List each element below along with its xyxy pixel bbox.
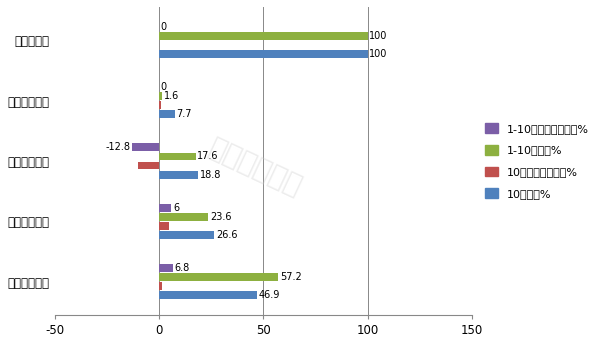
Text: 100: 100 [369, 31, 388, 41]
Bar [132, 143, 159, 151]
Text: 46.9: 46.9 [259, 290, 280, 300]
Text: 6.8: 6.8 [175, 263, 190, 273]
Bar [159, 204, 172, 212]
Bar [159, 213, 208, 221]
Bar [159, 32, 368, 40]
Bar [159, 273, 278, 281]
Text: 18.8: 18.8 [200, 170, 221, 180]
Bar [159, 152, 196, 160]
Legend: 1-10月占比同比增减%, 1-10月占比%, 10月占比同比增减%, 10月占比%: 1-10月占比同比增减%, 1-10月占比%, 10月占比同比增减%, 10月占… [482, 119, 593, 203]
Text: 电动卡车观察: 电动卡车观察 [204, 133, 306, 201]
Text: 6: 6 [173, 203, 179, 213]
Bar [159, 264, 173, 272]
Text: 0: 0 [161, 22, 167, 32]
Text: 100: 100 [369, 49, 388, 59]
Bar [138, 162, 159, 170]
Bar [159, 291, 257, 299]
Bar [159, 231, 214, 239]
Bar [159, 92, 162, 100]
Text: 57.2: 57.2 [280, 272, 302, 282]
Bar [159, 222, 169, 230]
Text: 17.6: 17.6 [197, 151, 219, 161]
Bar [159, 171, 198, 179]
Bar [159, 101, 161, 109]
Text: 26.6: 26.6 [216, 230, 238, 240]
Bar [159, 50, 368, 58]
Bar [159, 282, 162, 290]
Text: 23.6: 23.6 [210, 212, 231, 222]
Bar [159, 110, 175, 118]
Text: -12.8: -12.8 [106, 142, 130, 152]
Text: 0: 0 [161, 82, 167, 92]
Text: 1.6: 1.6 [164, 91, 179, 101]
Text: 7.7: 7.7 [176, 109, 192, 119]
